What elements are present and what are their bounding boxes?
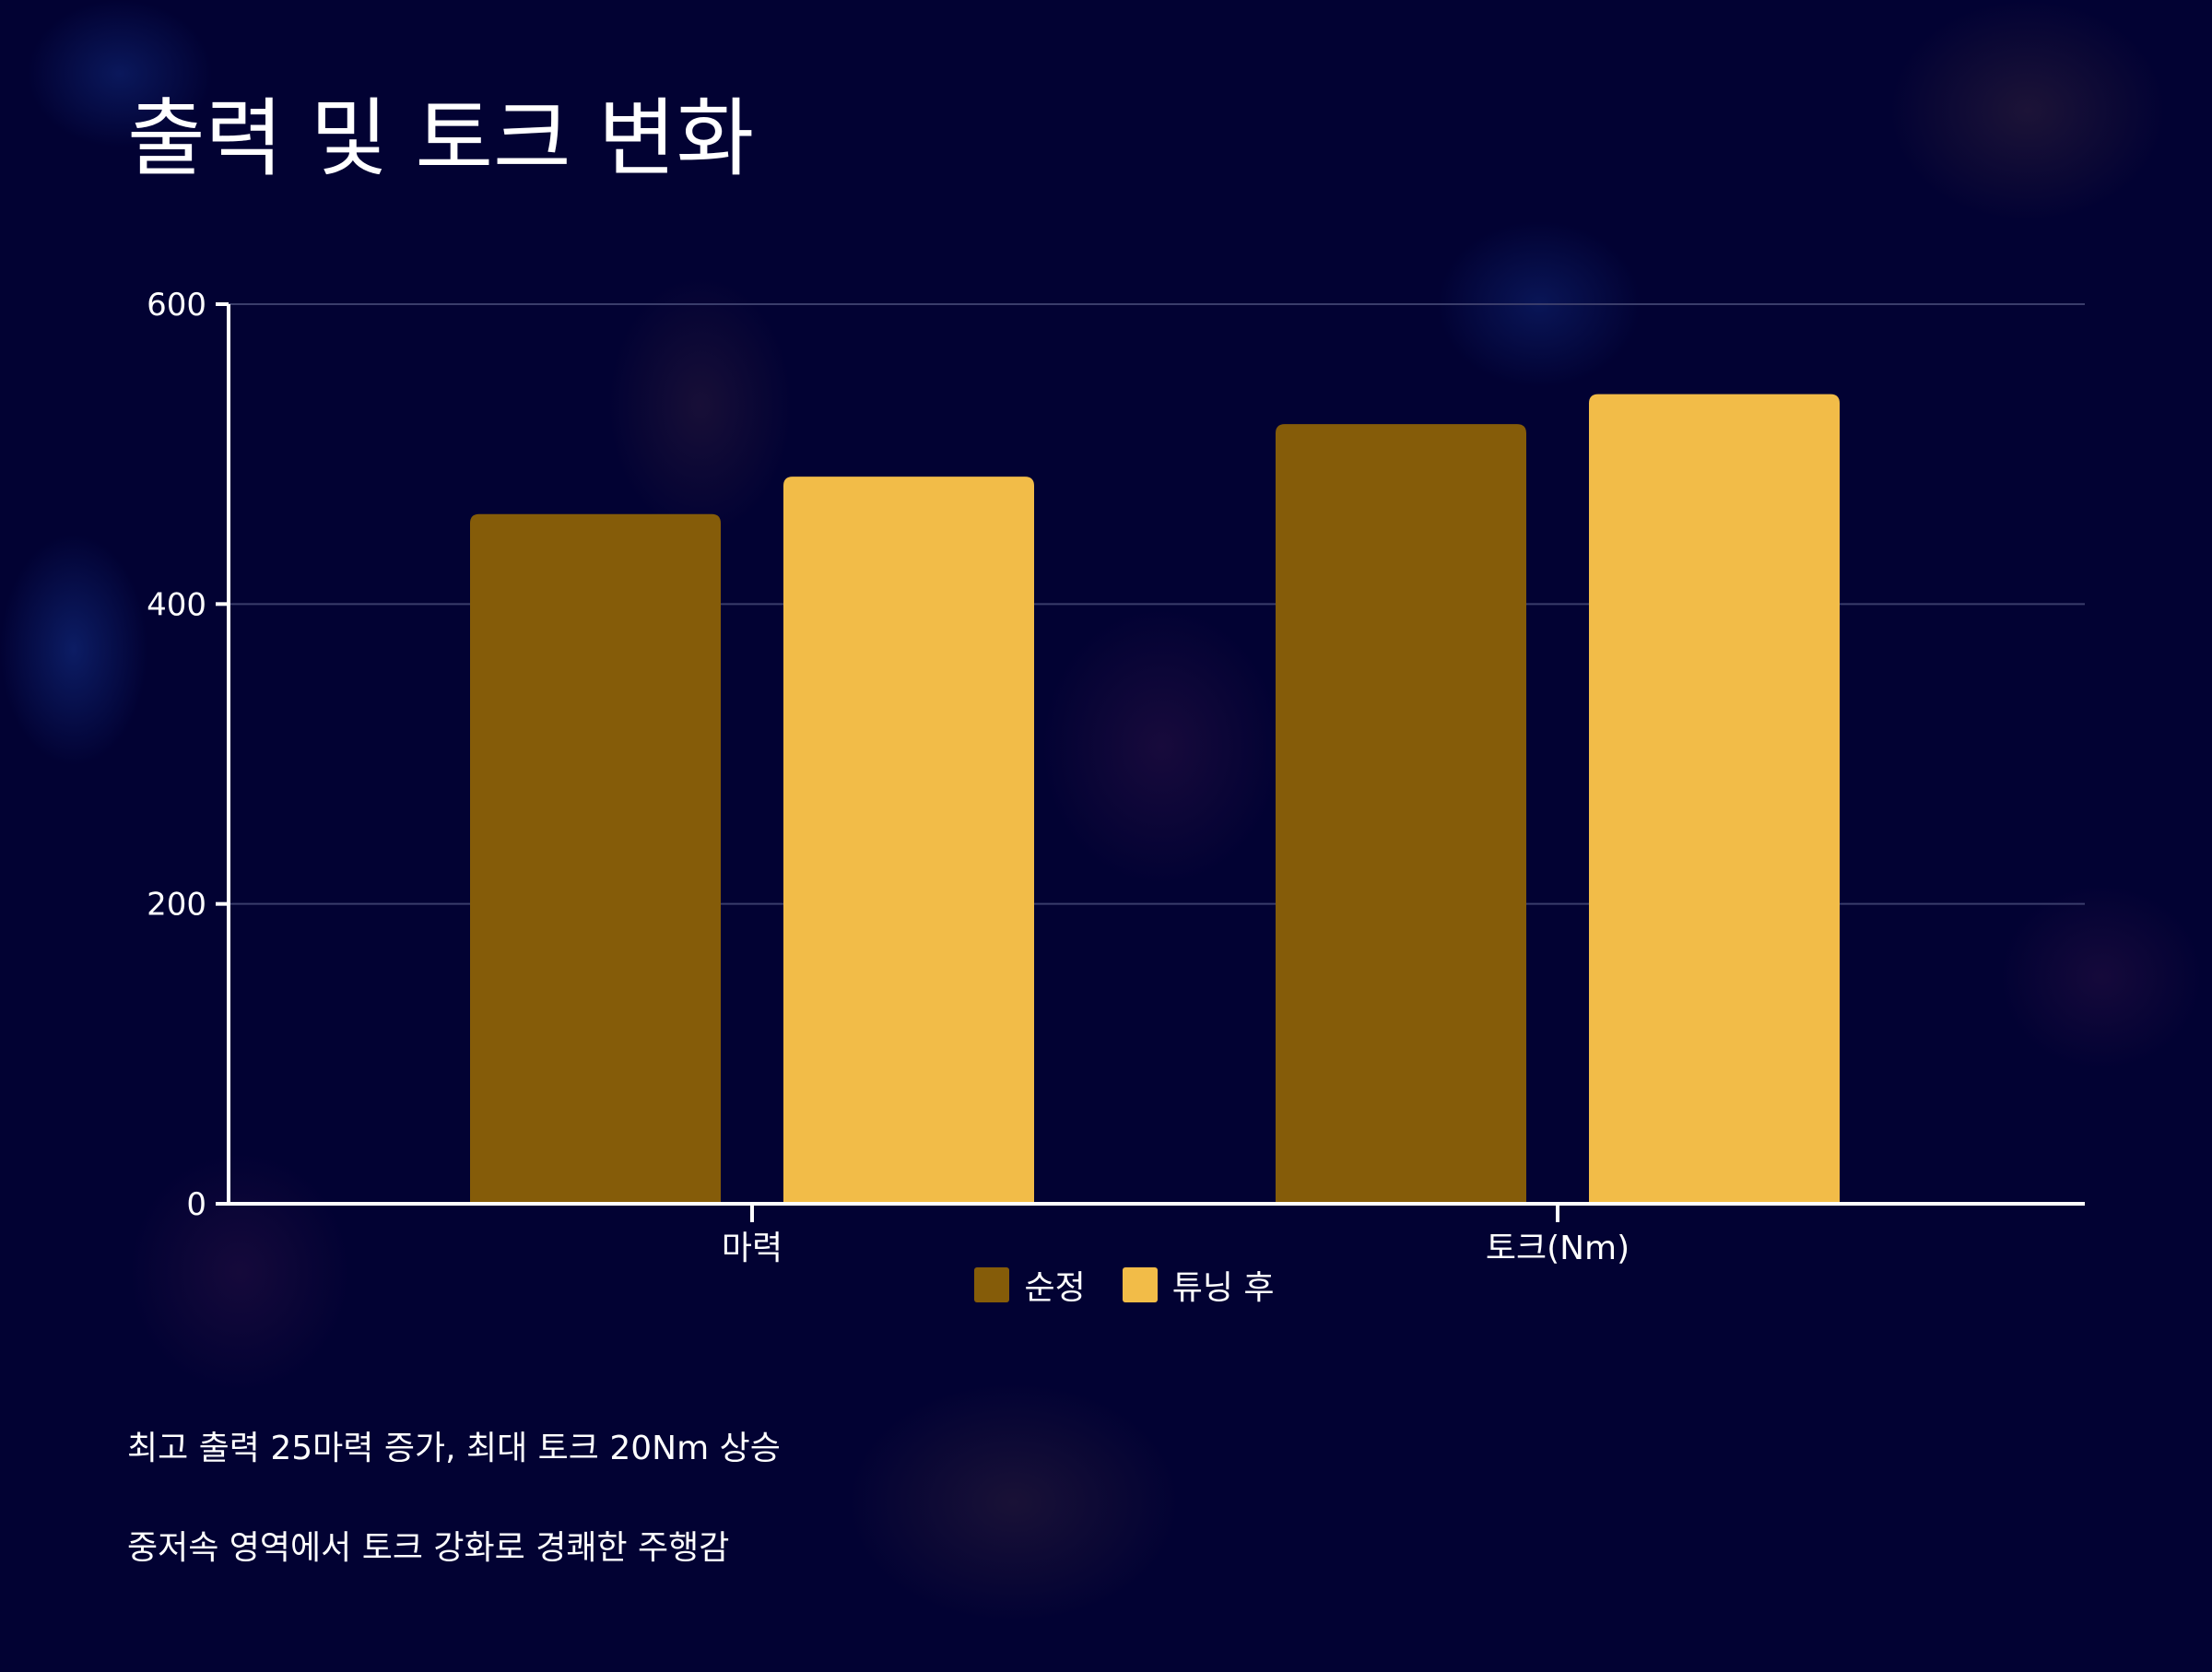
x-tick-label: 마력 <box>722 1230 782 1267</box>
bar-stock-horsepower <box>470 513 721 1204</box>
bar-tuned-torque <box>1589 394 1840 1205</box>
note-power-torque-gain: 최고 출력 25마력 증가, 최대 토크 20Nm 상승 <box>127 1430 781 1467</box>
bars <box>470 394 1840 1205</box>
bar-stock-torque <box>1276 424 1526 1205</box>
chart-legend: 순정 튜닝 후 <box>0 1261 2212 1309</box>
legend-label: 순정 <box>1024 1269 1086 1307</box>
legend-item-tuned: 튜닝 후 <box>1122 1261 1275 1309</box>
y-tick-label: 600 <box>147 287 206 324</box>
axes: 0 200 400 600 마력 토크(Nm) <box>147 287 2085 1267</box>
legend-item-stock: 순정 <box>974 1261 1086 1309</box>
legend-swatch <box>974 1267 1010 1302</box>
note-driving-feel: 중저속 영역에서 토크 강화로 경쾌한 주행감 <box>127 1529 730 1567</box>
y-tick-label: 200 <box>147 887 206 924</box>
legend-swatch <box>1122 1267 1158 1302</box>
x-tick-label: 토크(Nm) <box>1486 1230 1630 1267</box>
y-tick-label: 400 <box>147 586 206 623</box>
y-tick-label: 0 <box>186 1186 206 1223</box>
bar-tuned-horsepower <box>783 477 1034 1204</box>
legend-label: 튜닝 후 <box>1171 1269 1275 1307</box>
page-title: 출력 및 토크 변화 <box>127 89 755 188</box>
